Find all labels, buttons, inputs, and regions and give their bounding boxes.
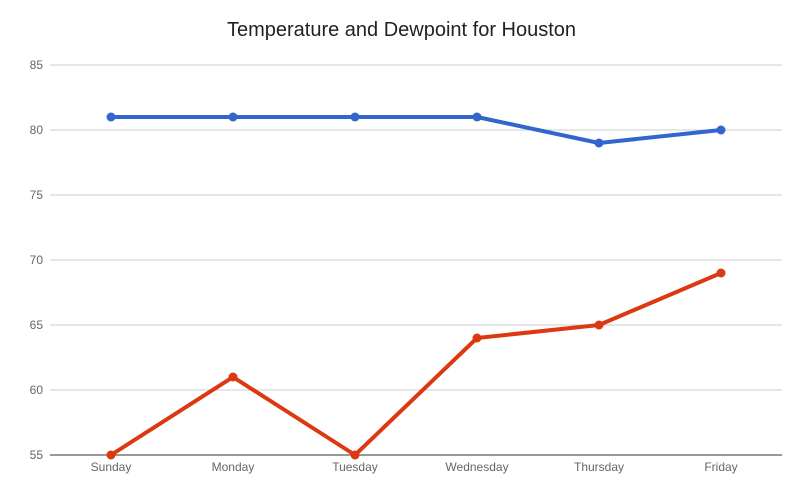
data-point[interactable] (106, 112, 116, 122)
x-tick-label: Monday (212, 460, 255, 474)
y-tick-label: 70 (30, 253, 44, 267)
data-point[interactable] (716, 268, 726, 278)
data-point[interactable] (106, 450, 116, 460)
x-tick-label: Tuesday (332, 460, 378, 474)
x-axis-ticks: Sunday Monday Tuesday Wednesday Thursday Frid… (91, 460, 738, 474)
x-tick-label: Thursday (574, 460, 624, 474)
y-axis-ticks: 55 60 65 70 75 80 85 (30, 58, 44, 462)
data-point[interactable] (472, 112, 482, 122)
y-tick-label: 55 (30, 448, 44, 462)
data-point[interactable] (228, 372, 238, 382)
data-point[interactable] (716, 125, 726, 135)
grid-lines (50, 64, 782, 456)
y-tick-label: 60 (30, 383, 44, 397)
y-tick-label: 65 (30, 318, 44, 332)
data-point[interactable] (472, 333, 482, 343)
x-tick-label: Sunday (91, 460, 132, 474)
series-lines (106, 112, 726, 460)
data-point[interactable] (594, 138, 604, 148)
data-point[interactable] (350, 450, 360, 460)
chart-title: Temperature and Dewpoint for Houston (226, 19, 577, 41)
series-line (109, 115, 723, 145)
series-1 (106, 112, 726, 148)
series-2 (106, 268, 726, 460)
y-tick-label: 85 (30, 58, 44, 72)
x-tick-label: Friday (704, 460, 737, 474)
y-tick-label: 75 (30, 188, 44, 202)
x-tick-label: Wednesday (445, 460, 508, 474)
data-point[interactable] (228, 112, 238, 122)
series-line (109, 271, 723, 457)
y-tick-label: 80 (30, 123, 44, 137)
data-point[interactable] (594, 320, 604, 330)
data-point[interactable] (350, 112, 360, 122)
